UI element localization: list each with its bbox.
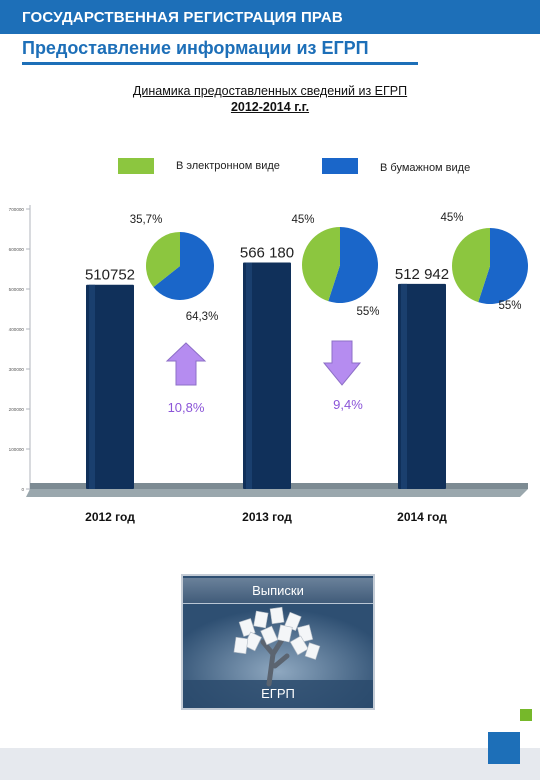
y-tick-label: 500000	[9, 287, 25, 292]
agency-title: ГОСУДАРСТВЕННАЯ РЕГИСТРАЦИЯ ПРАВ	[22, 9, 343, 26]
bar-highlight	[401, 283, 407, 489]
chart-title: Динамика предоставленных сведений из ЕГР…	[132, 84, 408, 98]
bar-value-label: 510752	[85, 267, 135, 284]
chart-subtitle: 2012-2014 г.г.	[230, 100, 310, 114]
decor-square-blue	[488, 732, 520, 764]
pie-slice-paper	[478, 228, 528, 304]
y-tick-label: 300000	[9, 367, 25, 372]
x-category-label: 2013 год	[242, 510, 292, 524]
growth-up-arrow	[165, 342, 207, 386]
title-underline	[22, 62, 418, 65]
y-tick-label: 0	[21, 487, 24, 492]
bar-2	[243, 262, 291, 489]
decline-label: 9,4%	[333, 397, 363, 412]
growth-label: 10,8%	[168, 400, 205, 415]
pie-slice-electronic	[146, 232, 180, 288]
pie-slice-paper	[153, 232, 215, 300]
legend-label-paper: В бумажном виде	[380, 162, 471, 174]
pie-slice-paper	[328, 227, 379, 303]
y-tick-label: 200000	[9, 407, 25, 412]
bar-value-label: 512 942	[395, 266, 449, 283]
page-title: Предоставление информации из ЕГРП	[22, 38, 369, 58]
x-category-label: 2014 год	[397, 510, 447, 524]
legend-swatch-paper	[322, 158, 358, 174]
pie-label-paper: 55%	[356, 306, 379, 318]
pie-slice-electronic	[302, 227, 340, 302]
decor-square-green	[520, 709, 532, 721]
pie-slice-electronic	[452, 228, 490, 303]
pie-label-paper: 64,3%	[186, 311, 219, 323]
pie-label-paper: 55%	[498, 300, 521, 312]
legend-swatch-electronic	[118, 158, 154, 174]
y-tick-label: 400000	[9, 327, 25, 332]
paper-tree-icon	[183, 604, 373, 708]
pie-label-electronic: 35,7%	[130, 214, 163, 226]
x-category-label: 2012 год	[85, 510, 135, 524]
y-tick-label: 600000	[9, 247, 25, 252]
bar-highlight	[89, 284, 95, 489]
chart-floor	[26, 489, 528, 497]
y-tick-label: 700000	[9, 207, 25, 212]
bar-highlight	[246, 262, 252, 489]
y-tick-label: 100000	[9, 447, 25, 452]
card-header: Выписки	[183, 578, 373, 604]
decline-down-arrow	[322, 340, 362, 386]
footer-band	[0, 748, 540, 780]
bar-1	[86, 284, 134, 489]
bar-chart: 0 100000 200000 300000 400000 500000 600000 700…	[9, 205, 528, 524]
bar-value-label: 566 180	[240, 245, 294, 262]
extracts-card[interactable]: Выписки ЕГРП	[183, 576, 373, 708]
pie-label-electronic: 45%	[440, 212, 463, 224]
card-footer: ЕГРП	[261, 686, 295, 701]
legend-label-electronic: В электронном виде	[176, 160, 280, 172]
bar-3	[398, 283, 446, 489]
top-banner: ГОСУДАРСТВЕННАЯ РЕГИСТРАЦИЯ ПРАВ	[0, 0, 540, 34]
pie-label-electronic: 45%	[291, 214, 314, 226]
